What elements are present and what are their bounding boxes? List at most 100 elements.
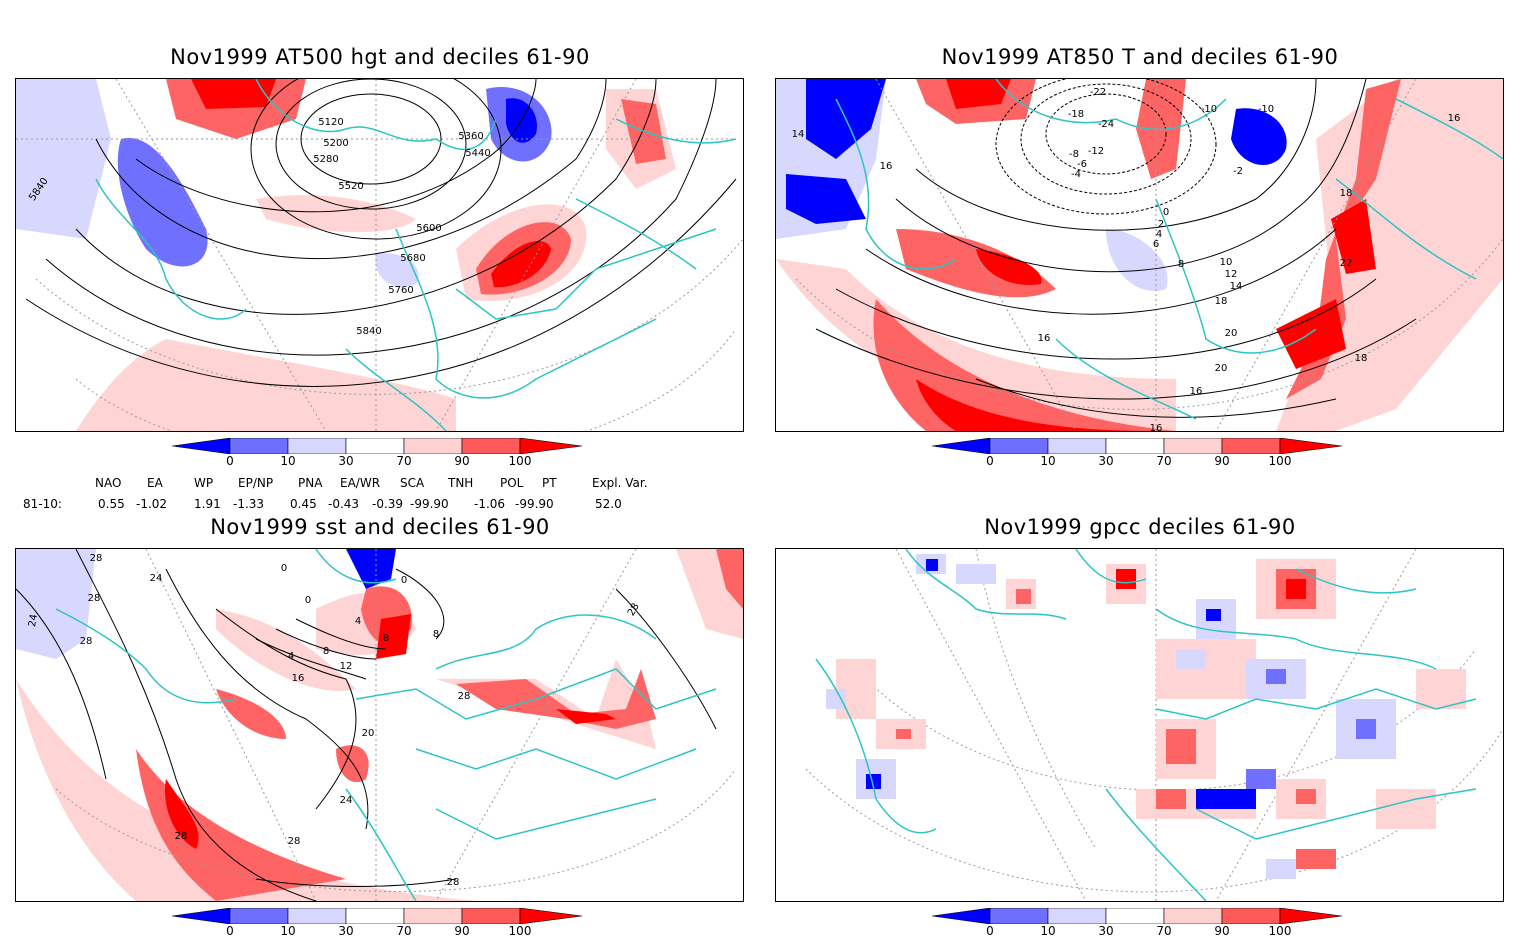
panel-title-t850: Nov1999 AT850 T and deciles 61-90 (941, 45, 1339, 69)
decile-shading-low (16, 79, 111, 239)
contour-label: 16 (880, 161, 893, 172)
index-value-nao: 0.55 (98, 497, 125, 511)
decile-shading-above (896, 229, 1056, 298)
index-value-pna: 0.45 (290, 497, 317, 511)
colorbar-tick: 0 (986, 454, 994, 468)
index-value-sca: -0.39 (372, 497, 404, 511)
decile-shading-strong-above (1331, 199, 1376, 274)
contour-label: 28 (447, 877, 460, 888)
index-value-pt: -99.90 (515, 497, 554, 511)
index-value-wp: 1.91 (194, 497, 221, 511)
contour-label: 20 (362, 728, 375, 739)
contour-label: 0 (305, 595, 311, 606)
decile-shading-above (716, 549, 743, 609)
panel-title-sst: Nov1999 sst and deciles 61-90 (210, 515, 550, 539)
colorbar-tick: 10 (1040, 924, 1056, 938)
contour-label: 5280 (313, 154, 338, 165)
contour-label: 5440 (465, 148, 490, 159)
index-header-sca: SCA (400, 476, 425, 490)
contour-label: 16 (292, 673, 305, 684)
colorbar-tick: 100 (1268, 454, 1292, 468)
index-header-epnp: EP/NP (238, 476, 274, 490)
index-header-pna: PNA (298, 476, 323, 490)
index-header-pt: PT (542, 476, 557, 490)
index-header-eawr: EA/WR (340, 476, 381, 490)
colorbar-tick: 10 (280, 454, 296, 468)
contour-label: 20 (1225, 328, 1238, 339)
decile-shading-above (1286, 79, 1401, 399)
contour-label: -8 (1069, 149, 1079, 160)
index-value-eawr: -0.43 (328, 497, 360, 511)
contour-label: -18 (1068, 109, 1084, 120)
colorbar-tick: 30 (1098, 454, 1114, 468)
decile-shading-low (1106, 229, 1168, 291)
colorbar-tick: 90 (454, 454, 470, 468)
contour-label: -12 (1088, 146, 1104, 157)
contour-label: 4 (1156, 229, 1162, 240)
colorbar-tick: 70 (396, 924, 412, 938)
decile-shading-slight-above (256, 195, 416, 233)
decile-shading-strong-above (376, 614, 411, 659)
decile-shading-strong-above (491, 241, 551, 288)
index-value-expl-var: 52.0 (595, 497, 622, 511)
decile-shading-strong-above (165, 779, 199, 849)
colorbar-tick: 30 (338, 454, 354, 468)
contour-label: 28 (175, 831, 188, 842)
index-value-tnh: -99.90 (410, 497, 449, 511)
decile-shading-strong-above (946, 79, 1011, 109)
contour-label: 12 (340, 661, 353, 672)
contour-label: -22 (1090, 87, 1106, 98)
colorbar-tick: 90 (1214, 454, 1230, 468)
contour-label: 16 (1150, 423, 1163, 431)
contour-label: 0 (401, 575, 407, 586)
colorbar-gpcc: 0 10 30 70 90 100 (932, 908, 1352, 948)
contour-label: 12 (1225, 269, 1238, 280)
contour-label: 18 (1355, 353, 1368, 364)
colorbar-hgt500: 0 10 30 70 90 100 (172, 438, 592, 478)
colorbar-tick: 70 (1156, 454, 1172, 468)
contour-label: -6 (1077, 159, 1087, 170)
contour-label: -24 (1098, 119, 1114, 130)
contour-label: 16 (1190, 386, 1203, 397)
contour-label: 28 (288, 836, 301, 847)
colorbar-tick: 90 (1214, 924, 1230, 938)
contour-label: 0 (1163, 207, 1169, 218)
index-header-ea: EA (147, 476, 163, 490)
contour-label: 28 (88, 593, 101, 604)
map-panel-t850: -22 -18 -24 -12 -10 -10 -8 -6 -4 -2 0 2 … (775, 78, 1504, 432)
contour-label: 5360 (458, 131, 483, 142)
contour-label: 5760 (388, 285, 413, 296)
colorbar-tick: 100 (1268, 924, 1292, 938)
contour-label: 5120 (318, 117, 343, 128)
contour-label: -4 (1071, 169, 1081, 180)
colorbar-tick: 70 (396, 454, 412, 468)
contour-label: 5840 (356, 326, 381, 337)
decile-shading-slight-above (216, 609, 356, 691)
decile-shading-strong-above (916, 379, 1156, 431)
contour-label: 14 (1230, 281, 1243, 292)
contour-label: 18 (1340, 188, 1353, 199)
contour-label: 8 (433, 629, 439, 640)
colorbar-tick: 30 (1098, 924, 1114, 938)
colorbar-tick: 70 (1156, 924, 1172, 938)
contour-label: 24 (150, 573, 163, 584)
contour-label: 28 (458, 691, 471, 702)
decile-shading-low (16, 549, 96, 659)
index-header-tnh: TNH (448, 476, 474, 490)
contour-label: 28 (80, 636, 93, 647)
index-value-epnp: -1.33 (233, 497, 265, 511)
colorbar-tick: 100 (508, 924, 532, 938)
contour-label: 20 (1215, 363, 1228, 374)
colorbar-sst: 0 10 30 70 90 100 (172, 908, 592, 948)
contour-label: 16 (1448, 113, 1461, 124)
contour-label: 5680 (400, 253, 425, 264)
decile-shading-strong-above (191, 79, 276, 109)
contour-label: 4 (355, 616, 361, 627)
map-panel-hgt500: 5120 5200 5280 5360 5440 5520 5600 5680 … (15, 78, 744, 432)
colorbar-tick: 100 (508, 454, 532, 468)
panel-title-hgt500: Nov1999 AT500 hgt and deciles 61-90 (170, 45, 590, 69)
index-header-expl-var: Expl. Var. (592, 476, 648, 490)
decile-shading-strong-below (346, 549, 396, 589)
decile-shading-strong-below (1231, 108, 1287, 166)
contour-label: 4 (288, 651, 294, 662)
